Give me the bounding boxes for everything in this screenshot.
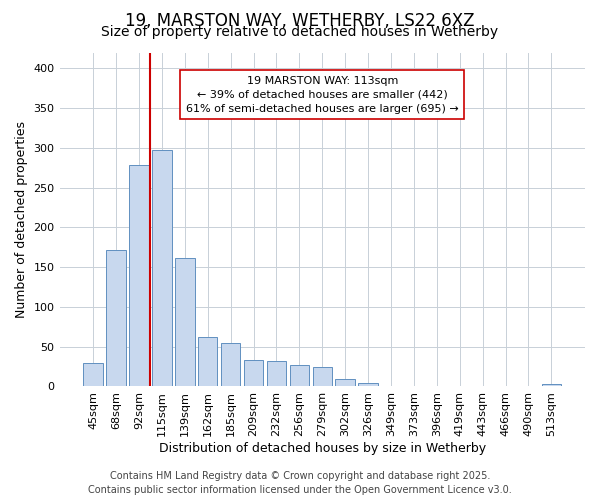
Bar [267, 361, 286, 386]
Bar [106, 250, 126, 386]
Bar [129, 166, 149, 386]
Bar [313, 366, 332, 386]
Text: 19 MARSTON WAY: 113sqm
← 39% of detached houses are smaller (442)
61% of semi-de: 19 MARSTON WAY: 113sqm ← 39% of detached… [186, 76, 458, 114]
Bar [175, 258, 194, 386]
Bar [83, 364, 103, 386]
Bar [290, 365, 309, 386]
X-axis label: Distribution of detached houses by size in Wetherby: Distribution of detached houses by size … [159, 442, 486, 455]
Bar [244, 360, 263, 386]
Text: 19, MARSTON WAY, WETHERBY, LS22 6XZ: 19, MARSTON WAY, WETHERBY, LS22 6XZ [125, 12, 475, 30]
Bar [152, 150, 172, 386]
Text: Size of property relative to detached houses in Wetherby: Size of property relative to detached ho… [101, 25, 499, 39]
Bar [542, 384, 561, 386]
Bar [335, 380, 355, 386]
Bar [221, 342, 241, 386]
Bar [358, 384, 378, 386]
Bar [198, 337, 217, 386]
Y-axis label: Number of detached properties: Number of detached properties [15, 121, 28, 318]
Text: Contains HM Land Registry data © Crown copyright and database right 2025.
Contai: Contains HM Land Registry data © Crown c… [88, 471, 512, 495]
